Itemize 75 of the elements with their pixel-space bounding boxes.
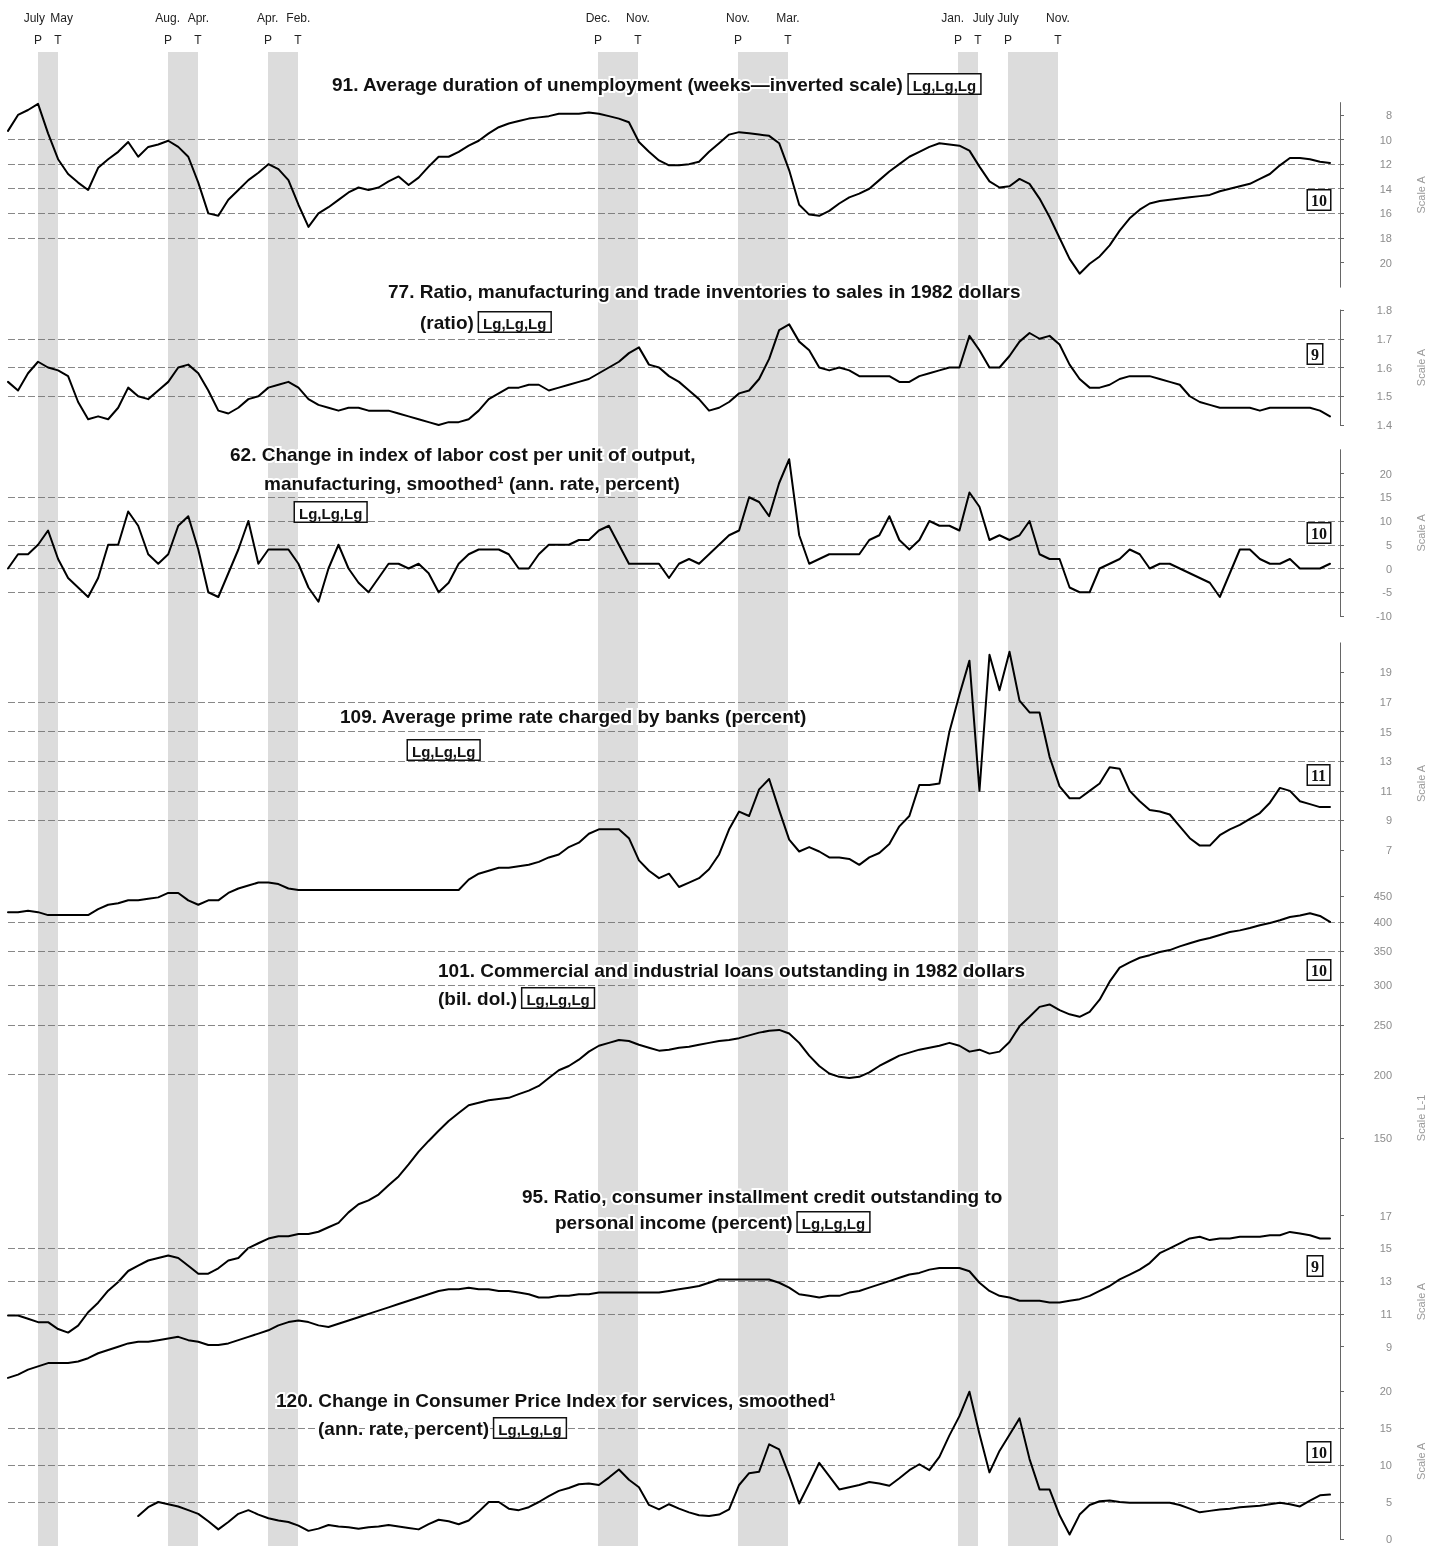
y-axis-title: Scale A [1414,764,1427,803]
text: 62. Change in index of labor cost per unit of output, manufacturing, smoothed¹ (ann. rate, percent) Lg,Lg,Lg [230,443,696,522]
y-tick-label: 10 [1379,515,1392,527]
y-tick-label: 15 [1379,1422,1392,1434]
line-series [7,102,1331,275]
y-tick-label: 7 [1385,844,1392,857]
text: 120. Change in Consumer Price Index for services, smoothed¹ (ann. rate, percent) Lg,Lg,Lg [276,1389,836,1439]
y-tick-label: 350 [1373,945,1392,958]
y-tick-label: 19 [1379,666,1392,679]
y-tick-label: 0 [1385,1533,1392,1545]
line-series [7,912,1331,1334]
y-tick-label: 10 [1379,133,1392,146]
line-series [137,1390,1331,1536]
y-tick-label: -5 [1382,586,1392,599]
y-tick-label: 9 [1385,814,1392,827]
y-tick-label: 150 [1373,1131,1392,1144]
y-axis-title: Scale A [1414,1282,1427,1321]
y-axis-title: Scale A [1414,175,1427,214]
y-tick-label: 18 [1379,231,1392,244]
y-tick-label: 450 [1373,890,1392,902]
text: 109. Average prime rate charged by banks (percent) Lg,Lg,Lg [340,705,807,760]
annotation: 10 [1311,961,1327,979]
chart-title: 95. Ratio, consumer installment credit outstanding to personal income (percent) Lg,Lg,Lg [522,1185,1003,1233]
annotation: 10 [1311,1443,1327,1461]
y-tick-label: 1.6 [1376,361,1392,374]
y-tick-label: 1.5 [1376,390,1392,403]
y-tick-label: 15 [1379,725,1392,738]
y-tick-label: 1.4 [1376,419,1392,431]
y-tick-label: 14 [1379,182,1392,195]
y-tick-label: 20 [1379,1385,1392,1397]
y-tick-label: 400 [1373,915,1392,928]
y-tick-label: 5 [1385,1496,1392,1508]
y-axis-title: Scale A [1414,348,1427,387]
y-tick-label: 20 [1379,467,1392,480]
y-tick-label: 9 [1385,1340,1392,1353]
annotation: 9 [1311,1257,1319,1275]
y-tick-label: 16 [1379,207,1392,220]
y-tick-label: 10 [1379,1459,1392,1471]
y-tick-label: 1.8 [1376,304,1392,316]
y-tick-label: 1.7 [1376,332,1392,345]
text: July May P T [23,11,74,47]
y-tick-label: 20 [1379,256,1392,269]
chart-title: 91. Average duration of unemployment (weeks—inverted scale) Lg,Lg,Lg [332,73,977,95]
y-tick-label: 200 [1373,1068,1392,1081]
line-series [7,650,1331,917]
y-tick-label: 250 [1373,1019,1392,1032]
text: Aug. Apr. P T [155,11,209,47]
text: 101. Commercial and industrial loans outstanding in 1982 dollars (bil. dol.) Lg,Lg,Lg [438,959,1026,1009]
y-axis-title: Scale A [1414,1441,1427,1480]
text: Apr. Feb. P T [257,11,311,47]
y-tick-label: 8 [1385,108,1392,121]
y-tick-label: 11 [1380,1307,1392,1320]
y-tick-label: 15 [1379,491,1392,504]
y-tick-label: 17 [1379,696,1392,709]
y-tick-label: 5 [1385,538,1392,551]
y-tick-label: 15 [1379,1242,1392,1255]
y-axis-title: Scale A [1414,513,1427,552]
y-tick-label: 0 [1385,562,1392,575]
text: July Nov. P T [997,11,1070,47]
y-tick-label: -10 [1376,610,1392,622]
y-axis-title: Scale L-1 [1414,1094,1427,1142]
y-tick-label: 13 [1379,1275,1392,1288]
y-tick-label: 17 [1379,1209,1392,1222]
y-tick-label: 300 [1373,979,1392,992]
text: Dec. Nov. P T [585,11,650,47]
text: Jan. July P T [941,11,994,47]
y-tick-label: 13 [1379,755,1392,768]
y-tick-label: 11 [1380,784,1392,797]
annotation: 9 [1311,345,1319,363]
annotation: 11 [1311,766,1327,784]
text: Nov. Mar. P T [726,11,800,47]
y-tick-label: 12 [1379,158,1392,171]
annotation: 10 [1311,191,1327,209]
annotation: 10 [1311,524,1327,542]
chart-title: 77. Ratio, manufacturing and trade inventories to sales in 1982 dollars (ratio) Lg,Lg,Lg [388,280,1021,333]
